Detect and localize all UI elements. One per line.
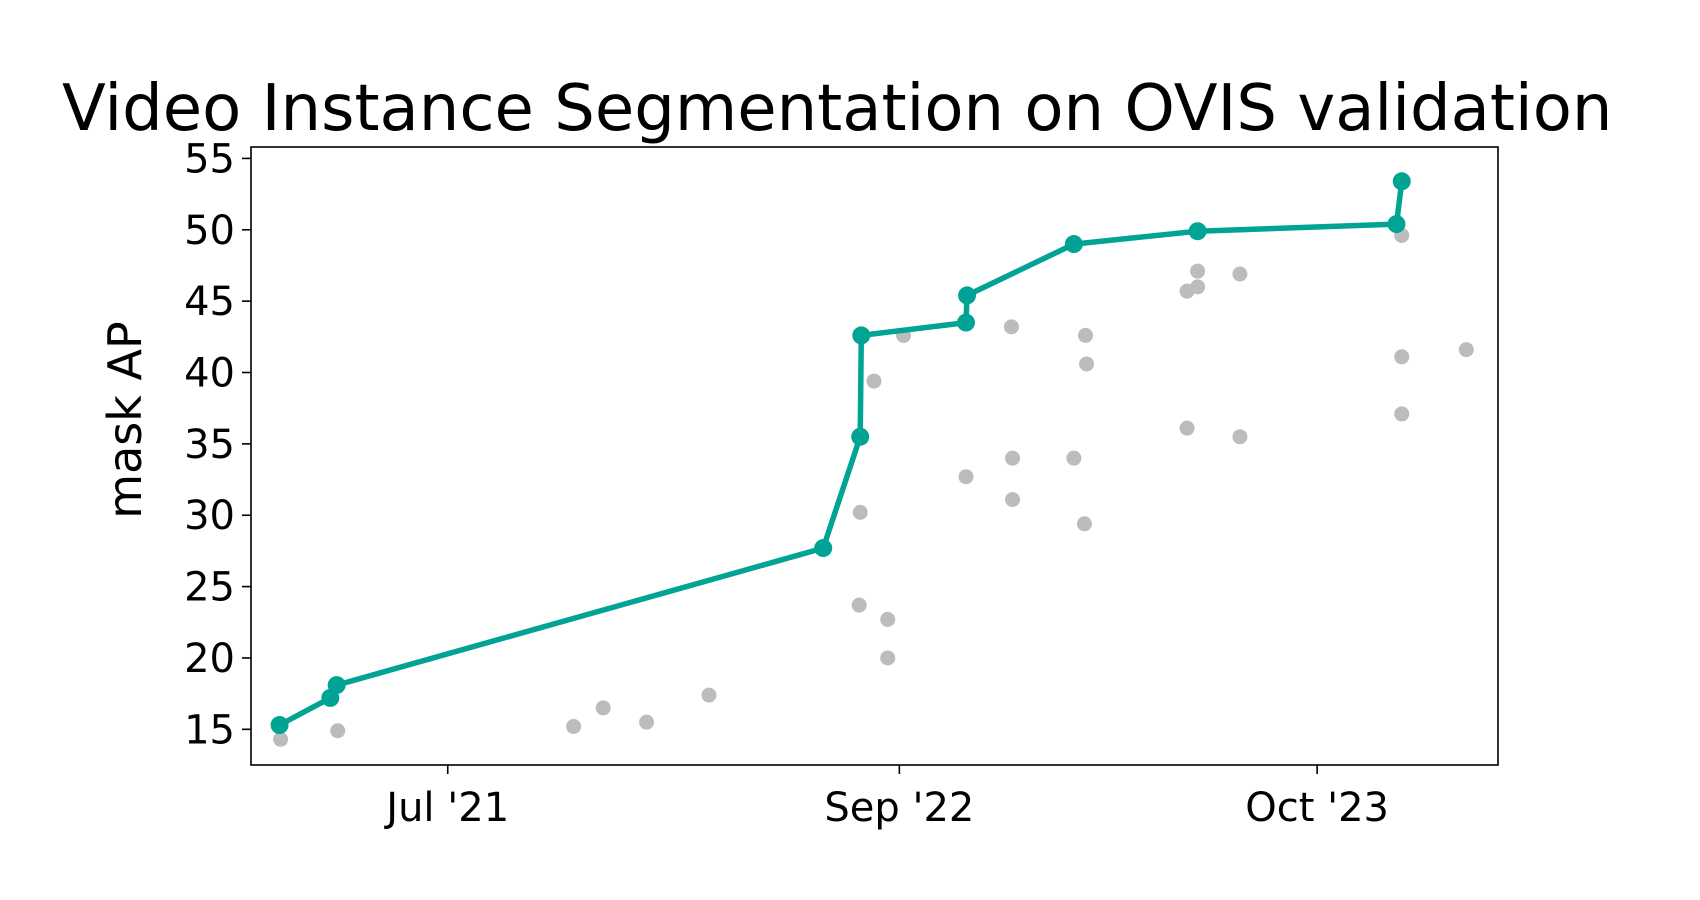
other-result-point: [1232, 429, 1248, 445]
other-result-point: [880, 650, 896, 666]
other-result-point: [1458, 342, 1474, 358]
other-result-point: [1003, 319, 1019, 335]
x-tick-label: Sep '22: [824, 785, 974, 831]
other-result-point: [1190, 279, 1206, 295]
sota-point: [270, 716, 289, 735]
y-tick-label: 50: [184, 208, 235, 254]
other-result-point: [880, 611, 896, 627]
sota-point: [958, 286, 977, 305]
other-result-point: [1079, 356, 1095, 372]
y-axis-label: mask AP: [98, 321, 152, 518]
plot-frame: [250, 146, 1499, 766]
other-result-point: [1066, 450, 1082, 466]
sota-point: [327, 676, 346, 695]
other-result-point: [566, 718, 582, 734]
other-result-point: [330, 723, 346, 739]
y-tick-label: 15: [184, 707, 235, 753]
y-tick-label: 30: [184, 493, 235, 539]
other-result-point: [852, 504, 868, 520]
plot-area: 15 20 25 30 35 40 45 50 55 Jul '21 Sep '22 Oct '23: [184, 136, 1474, 831]
sota-point: [956, 313, 975, 332]
other-result-point: [1005, 492, 1021, 508]
chart-title: Video Instance Segmentation on OVIS vali…: [62, 72, 1612, 146]
sota-line: [276, 178, 1405, 728]
x-tick-label: Oct '23: [1245, 785, 1389, 831]
other-result-point: [1232, 266, 1248, 282]
sota-point: [1392, 172, 1411, 191]
x-tick-label: Jul '21: [383, 785, 509, 831]
other-result-point: [1394, 349, 1410, 365]
other-result-point: [1190, 263, 1206, 279]
sota-point: [1064, 235, 1083, 254]
other-result-point: [1005, 450, 1021, 466]
other-result-point: [273, 731, 289, 747]
other-result-point: [639, 714, 655, 730]
sota-point: [814, 539, 833, 558]
other-result-point: [1394, 406, 1410, 422]
y-tick-label: 20: [184, 636, 235, 682]
other-result-point: [958, 469, 974, 485]
other-result-point: [1179, 420, 1195, 436]
y-tick-label: 55: [184, 136, 235, 182]
sota-point: [1188, 222, 1207, 241]
other-result-point: [701, 687, 717, 703]
y-tick-label: 25: [184, 565, 235, 611]
y-tick-label: 45: [184, 279, 235, 325]
y-tick-label: 40: [184, 351, 235, 397]
other-result-point: [1076, 516, 1092, 532]
sota-point: [852, 326, 871, 345]
other-result-point: [1078, 327, 1094, 343]
other-result-point: [595, 700, 611, 716]
other-result-point: [866, 373, 882, 389]
other-result-point: [851, 597, 867, 613]
sota-point: [1387, 215, 1406, 234]
sota-point: [851, 427, 870, 446]
y-tick-label: 35: [184, 422, 235, 468]
